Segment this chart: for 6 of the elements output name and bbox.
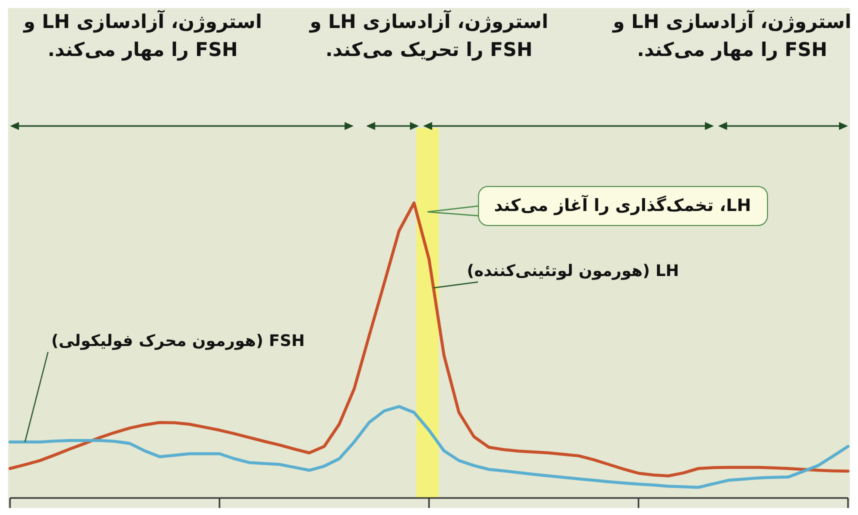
text: استروژن، آزادسازی LH و FSH را مهار می‌کند. — [22, 9, 263, 63]
text: استروژن، آزادسازی LH و FSH را مهار می‌کند. — [612, 9, 851, 63]
annotation: LH، تخمک‌گذاری را آغاز می‌کند — [478, 186, 768, 226]
text: استروژن، آزادسازی LH و FSH را تحریک می‌کند. — [309, 9, 549, 63]
text: FSH (هورمون محرک فولیکولی) — [51, 331, 305, 350]
text: LH (هورمون لوتئینی‌کننده) — [466, 261, 680, 280]
